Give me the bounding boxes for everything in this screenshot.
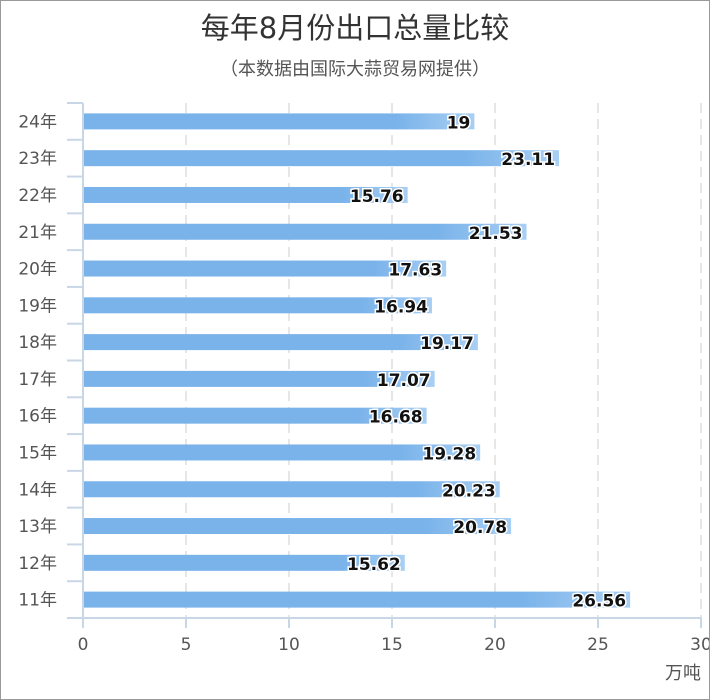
data-label: 23.11 (501, 150, 555, 170)
y-tick-label: 21年 (18, 223, 57, 243)
bar-19年 (84, 297, 432, 314)
data-label: 20.23 (442, 481, 496, 501)
data-label: 16.94 (374, 297, 428, 317)
x-tick-label: 10 (278, 635, 300, 655)
bar-24年 (84, 113, 475, 130)
y-tick-label: 14年 (18, 480, 57, 500)
data-label: 17.63 (388, 261, 442, 281)
y-tick-label: 20年 (18, 260, 57, 280)
y-tick-label: 13年 (18, 517, 57, 537)
y-tick-label: 22年 (18, 186, 57, 206)
data-label: 17.07 (377, 371, 431, 391)
data-label: 20.78 (453, 518, 507, 538)
data-label: 15.62 (347, 555, 401, 575)
data-label: 19.28 (422, 444, 476, 464)
data-label: 19.17 (420, 334, 474, 354)
data-label: 15.76 (350, 187, 404, 207)
x-tick-label: 20 (484, 635, 506, 655)
data-label: 19 (447, 113, 471, 133)
y-tick-label: 15年 (18, 443, 57, 463)
y-tick-label: 23年 (18, 149, 57, 169)
bar-21年 (84, 223, 527, 240)
bar-11年 (84, 591, 631, 608)
x-tick-label: 30 (690, 635, 709, 655)
chart-title: 每年8月份出口总量比较 (200, 11, 510, 45)
x-tick-label: 25 (587, 635, 609, 655)
data-label: 21.53 (469, 224, 523, 244)
chart-subtitle: （本数据由国际大蒜贸易网提供） (220, 59, 490, 80)
x-tick-label: 0 (78, 635, 89, 655)
bar-22年 (84, 186, 408, 203)
bar-16年 (84, 407, 427, 424)
data-label: 26.56 (572, 592, 626, 612)
bar-20年 (84, 260, 447, 277)
x-tick-label: 15 (381, 635, 403, 655)
y-tick-label: 17年 (18, 370, 57, 390)
y-tick-label: 16年 (18, 407, 57, 427)
bar-18年 (84, 334, 478, 351)
data-label: 16.68 (369, 408, 423, 428)
x-tick-label: 5 (181, 635, 192, 655)
bar-14年 (84, 481, 500, 498)
bar-15年 (84, 444, 481, 461)
y-tick-label: 19年 (18, 296, 57, 316)
bar-13年 (84, 518, 512, 535)
y-tick-label: 18年 (18, 333, 57, 353)
bar-17年 (84, 370, 435, 387)
y-tick-label: 12年 (18, 554, 57, 574)
bar-23年 (84, 150, 560, 167)
bar-12年 (84, 554, 405, 571)
y-tick-label: 11年 (18, 591, 57, 611)
x-axis-label: 万吨 (665, 663, 701, 684)
y-tick-label: 24年 (18, 112, 57, 132)
